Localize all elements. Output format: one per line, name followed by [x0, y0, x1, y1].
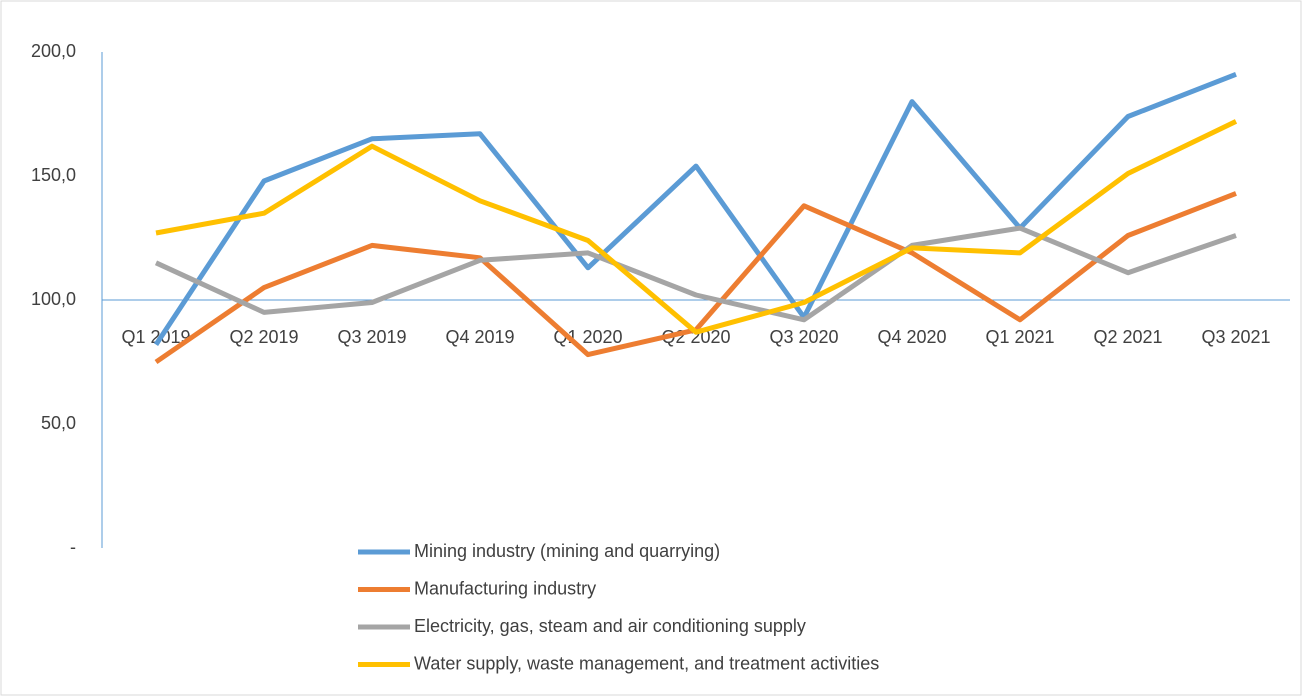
x-tick-label: Q2 2019 — [229, 327, 298, 347]
legend-label: Manufacturing industry — [414, 578, 596, 598]
series-line — [154, 225, 1237, 323]
y-tick-label: 150,0 — [31, 165, 76, 185]
y-tick-label: 200,0 — [31, 41, 76, 61]
x-tick-label: Q1 2019 — [121, 327, 190, 347]
x-tick-label: Q3 2021 — [1201, 327, 1270, 347]
x-tick-label: Q3 2019 — [337, 327, 406, 347]
legend-label: Mining industry (mining and quarrying) — [414, 541, 720, 561]
y-tick-label: 100,0 — [31, 289, 76, 309]
x-tick-label: Q4 2020 — [877, 327, 946, 347]
x-tick-label: Q3 2020 — [769, 327, 838, 347]
y-tick-label: 50,0 — [41, 413, 76, 433]
legend-label: Electricity, gas, steam and air conditio… — [414, 616, 806, 636]
y-tick-label: - — [70, 537, 76, 557]
x-tick-label: Q4 2019 — [445, 327, 514, 347]
legend-label: Water supply, waste management, and trea… — [414, 653, 879, 673]
x-tick-label: Q1 2021 — [985, 327, 1054, 347]
series-line — [153, 71, 1237, 346]
x-tick-label: Q2 2021 — [1093, 327, 1162, 347]
series-line — [155, 119, 1238, 335]
